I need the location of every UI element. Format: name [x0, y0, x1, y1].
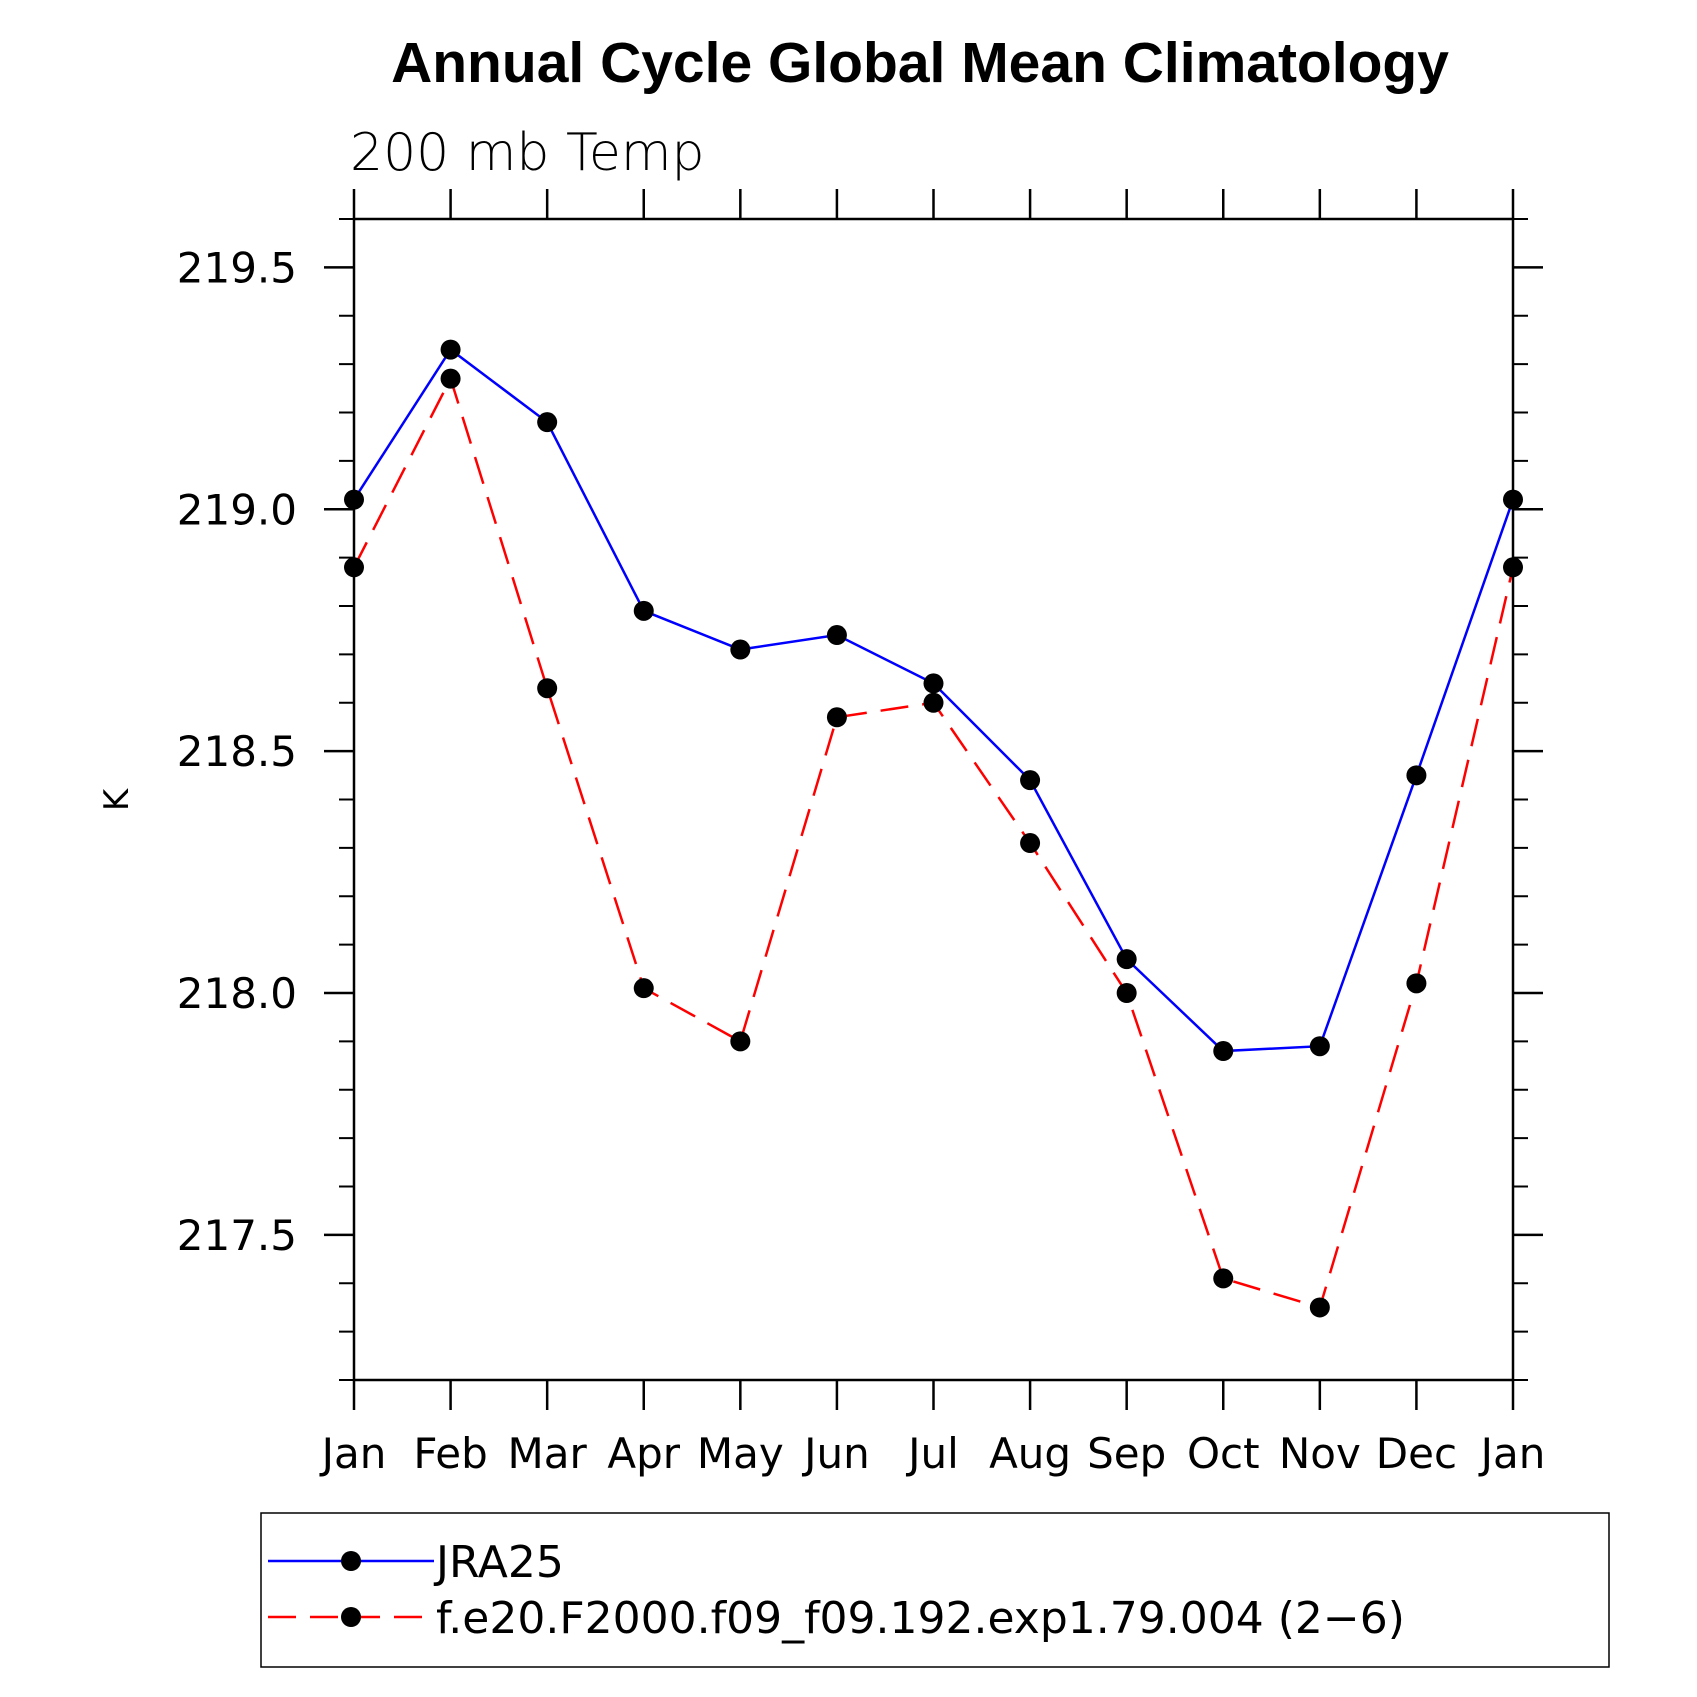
series-2-point: [923, 692, 944, 713]
x-tick-label: Jul: [905, 1429, 959, 1478]
y-tick-label: 218.5: [177, 727, 297, 776]
series-2-point: [633, 978, 654, 999]
x-tick-label: Jan: [1478, 1429, 1546, 1478]
series-1-point: [1406, 765, 1427, 786]
plot-frame: [352, 217, 1515, 1382]
series-1-point: [1020, 770, 1041, 791]
plot-lines: [352, 347, 1515, 1309]
series-1-point: [1309, 1036, 1330, 1057]
series-2-point: [440, 368, 461, 389]
legend-box: [260, 1512, 1610, 1668]
legend-label-2: f.e20.F2000.f09_f09.192.exp1.79.004 (2−6…: [436, 1593, 1405, 1644]
plot-markers: [344, 339, 1523, 1318]
series-1-point: [537, 412, 558, 433]
x-tick-label: May: [697, 1429, 784, 1478]
chart-subtitle: 200 mb Temp: [350, 123, 705, 183]
y-tick-labels: 217.5 218.0 218.5 219.0 219.5: [177, 243, 297, 1260]
chart-title: Annual Cycle Global Mean Climatology: [391, 31, 1449, 95]
series-2-point: [1116, 983, 1137, 1003]
x-tick-label: Sep: [1087, 1429, 1166, 1478]
legend-marker-2: [341, 1607, 361, 1627]
legend: JRA25f.e20.F2000.f09_f09.192.exp1.79.004…: [260, 1512, 1610, 1668]
legend-marker-1: [341, 1551, 361, 1571]
legend-label-1: JRA25: [433, 1537, 564, 1588]
x-tick-label: Oct: [1187, 1429, 1260, 1478]
x-tick-label: Mar: [508, 1429, 588, 1478]
series-2-point: [537, 678, 558, 699]
x-tick-label: Jun: [801, 1429, 870, 1478]
y-tick-label: 219.0: [177, 485, 297, 534]
y-tick-label: 217.5: [177, 1211, 297, 1260]
series-line-2: [352, 375, 1515, 1309]
series-2-point: [730, 1031, 751, 1052]
series-1-point: [1116, 949, 1137, 970]
series-2-point: [826, 707, 847, 728]
y-axis-label: K: [97, 787, 137, 811]
series-1-point: [826, 625, 847, 646]
series-1-point: [633, 600, 654, 621]
y-tick-label: 218.0: [177, 969, 297, 1018]
series-1-point: [440, 339, 461, 360]
series-1-point: [1213, 1041, 1234, 1062]
x-tick-labels: Jan Feb Mar Apr May Jun Jul Aug Sep Oct Nov Dec Jan: [319, 1429, 1546, 1478]
y-tick-label: 219.5: [177, 243, 297, 292]
x-tick-label: Dec: [1376, 1429, 1457, 1478]
axis-ticks: [324, 189, 1543, 1410]
series-2-point: [1213, 1268, 1234, 1289]
series-2-point: [1309, 1297, 1330, 1318]
series-2-point: [1020, 833, 1041, 854]
x-tick-label: Feb: [413, 1429, 487, 1478]
x-tick-label: Jan: [319, 1429, 387, 1478]
x-tick-label: Aug: [989, 1429, 1071, 1478]
series-1-point: [923, 673, 944, 694]
series-1-point: [730, 639, 751, 660]
series-2-point: [1406, 973, 1427, 994]
x-tick-label: Nov: [1279, 1429, 1361, 1478]
x-tick-label: Apr: [607, 1429, 680, 1478]
